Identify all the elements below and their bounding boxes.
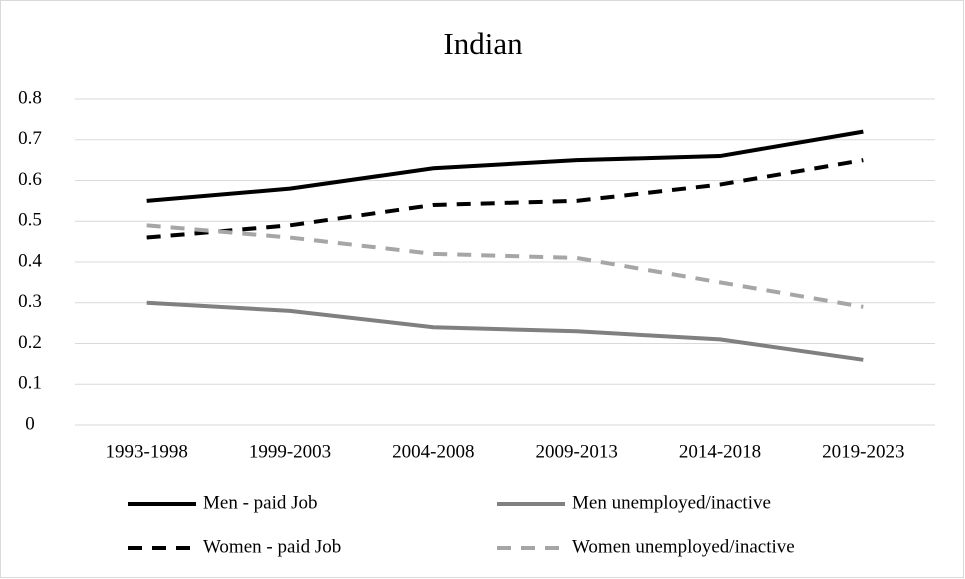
- y-tick-label: 0.4: [18, 250, 42, 271]
- series-line: [146, 223, 864, 309]
- y-tick-label: 0.6: [18, 169, 42, 190]
- series-line: [146, 300, 864, 362]
- x-tick-label: 2004-2008: [392, 441, 474, 462]
- x-tick-label: 2019-2023: [822, 441, 904, 462]
- legend-label: Men - paid Job: [203, 492, 318, 513]
- legend-label: Women - paid Job: [203, 536, 341, 557]
- legend-label: Women unemployed/inactive: [572, 536, 795, 557]
- x-tick-label: 2009-2013: [536, 441, 618, 462]
- y-tick-label: 0.2: [18, 332, 42, 353]
- y-tick-label: 0.3: [18, 291, 42, 312]
- y-tick-label: 0.5: [18, 210, 42, 231]
- y-tick-label: 0.7: [18, 128, 42, 149]
- legend-label: Men unemployed/inactive: [572, 492, 771, 513]
- x-tick-label: 1999-2003: [249, 441, 331, 462]
- x-tick-label: 2014-2018: [679, 441, 761, 462]
- y-tick-label: 0.1: [18, 373, 42, 394]
- x-tick-label: 1993-1998: [106, 441, 188, 462]
- y-tick-label: 0: [25, 413, 35, 434]
- chart-title: Indian: [443, 26, 523, 61]
- y-tick-label: 0.8: [18, 87, 42, 108]
- series-line: [146, 158, 864, 240]
- series-line: [146, 129, 864, 203]
